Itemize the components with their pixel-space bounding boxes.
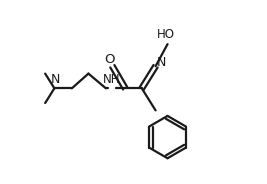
Text: O: O <box>104 53 114 66</box>
Text: N: N <box>157 56 166 69</box>
Text: HO: HO <box>157 29 175 41</box>
Text: N: N <box>51 73 60 86</box>
Text: NH: NH <box>103 73 120 86</box>
